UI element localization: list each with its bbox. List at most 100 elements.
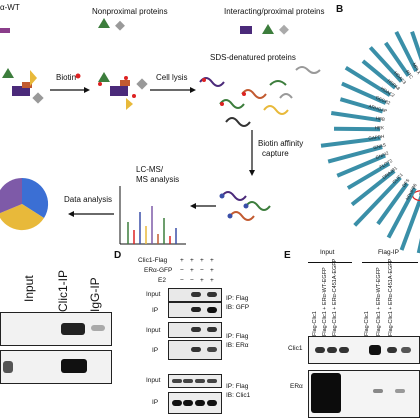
panel-d-letter: D [114,250,122,261]
band [207,327,217,332]
row-label-era: ERα [290,383,303,390]
radial-bar [339,97,384,114]
lane-label-input: Input [22,275,36,302]
radial-bar [353,176,402,227]
band [61,359,87,373]
blot-e-era [308,370,420,418]
ib-label: IB: Clic1 [226,392,251,399]
panel-b-letter: B [336,4,344,15]
band [207,347,217,352]
gene-label: GEGB2 [375,95,392,106]
band [183,400,193,406]
sign: − [180,267,184,274]
nonproximal-triangle-icon [98,18,110,28]
lane-label: Flag-Clic1 + ERα-C451A-EGFP [332,258,338,336]
band [191,327,201,332]
band [195,400,205,406]
band [183,379,193,383]
blot-c-1 [0,312,112,346]
blot-e-clic1 [308,336,420,364]
flagip-header: Flag-IP [378,249,399,256]
biotin-label: Biotin [56,73,77,82]
gene-label: RTC [405,69,415,80]
ip-label: IP: Flag [226,383,249,390]
capture-label-2: capture [262,149,289,158]
band [387,347,397,353]
sign: + [210,267,214,274]
nonproximal-label: Nonproximal proteins [92,7,168,16]
blot-d3-input [168,374,222,388]
band [311,373,341,413]
blot-row-label: Input [146,377,161,384]
pie-chart [0,177,49,231]
blot-d1-ip [168,302,222,318]
band [207,400,217,406]
radial-bar [386,187,417,239]
band [207,307,217,313]
radial-bar [336,153,386,178]
ib-label: IB: GFP [226,304,250,311]
lcms-label-2: MS analysis [136,175,180,184]
lane-label: Flag-Clic1 + ERα-WT-EGFP [322,267,328,336]
gene-label: FLOT2 [379,158,394,170]
radial-bar [376,182,409,226]
sign: + [200,257,204,264]
interacting-box-icon [240,26,252,34]
radial-bar [344,65,392,97]
band [327,347,337,353]
band [339,347,349,353]
sign: + [190,267,194,274]
panel-e-letter: E [284,250,291,261]
radial-bar [368,46,403,83]
radial-bar [350,169,396,207]
band [207,292,217,297]
band [191,347,201,352]
ip-label: IP: Flag [226,295,249,302]
band [207,379,217,383]
sign: + [180,257,184,264]
band [369,345,381,355]
sign: + [210,257,214,264]
band [195,379,205,383]
blot-c-2 [0,350,112,384]
blot-row-label: IP [152,347,159,354]
blot-row-label: IP [152,399,159,406]
band [91,325,105,331]
gene-label: DFS [401,178,410,188]
lane-label: Flag-Clic1 [312,311,318,336]
gene-label: HBB [375,116,385,122]
band [3,361,13,373]
radial-bar [394,30,418,73]
band [191,307,201,312]
lane-label: Flag-Clic1 + ERα-WT-EGFP [376,267,382,336]
blot-row-label: IP [152,307,159,314]
radial-bar [330,111,382,123]
lane-label: Flag-Clic1 + ERα-C451A-EGFP [388,258,394,336]
blot-d1-input [168,288,222,302]
radial-bar [410,31,420,61]
interacting-label: Interacting/proximal proteins [224,7,325,16]
gene-label: GAPDH [368,134,385,141]
lane-label: Flag-Clic1 [364,311,370,336]
bait-protein-icon [0,28,10,33]
lcms-label-1: LC-MS/ [136,165,164,174]
blot-row-label: Input [146,327,161,334]
row-label-clic1: Clic1 [288,345,303,352]
radial-bar [384,41,411,77]
flagip-header-rule [362,262,418,263]
radial-bar [361,59,397,90]
gene-label: GNAI2 [375,150,390,160]
gene-label: GNAS [373,142,387,150]
band [315,347,325,353]
lane-label-igg-ip: IgG-IP [88,277,102,312]
gene-label: MPLX [412,62,420,75]
interacting-triangle-icon [262,24,274,34]
ib-label: IB: ERα [226,342,249,349]
blot-d2-input [168,322,222,338]
band [61,323,85,335]
radial-bar [346,161,391,190]
band [172,400,182,406]
radial-bar [327,145,383,164]
